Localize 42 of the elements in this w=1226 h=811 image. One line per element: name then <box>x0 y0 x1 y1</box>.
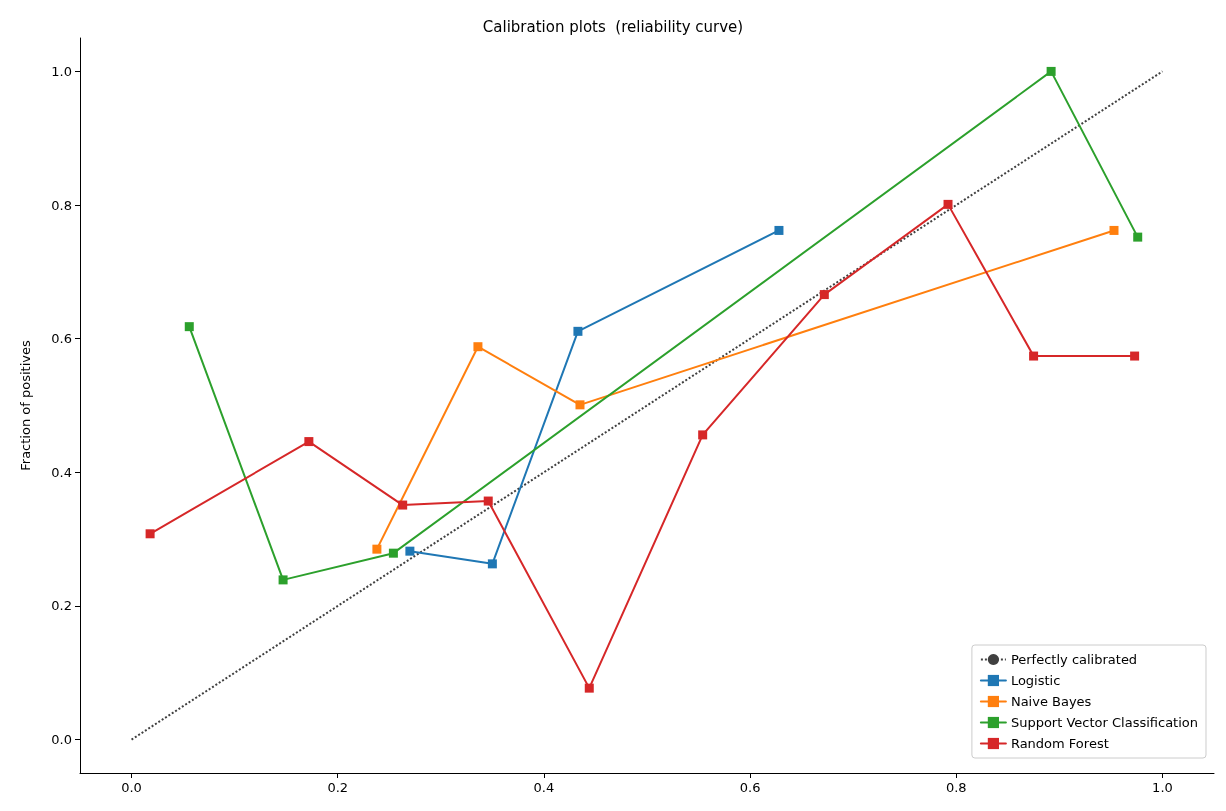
y-tick-label: 0.6 <box>51 331 72 347</box>
y-axis-title: Fraction of positives <box>18 340 33 471</box>
point <box>1130 351 1140 361</box>
point <box>573 326 583 336</box>
legend-label: Naive Bayes <box>1010 694 1092 709</box>
y-tick-label: 0.4 <box>51 464 72 480</box>
point <box>398 500 408 510</box>
chart-title: Calibration plots (reliability curve) <box>482 17 744 36</box>
point <box>1029 351 1039 361</box>
point <box>473 342 483 352</box>
x-tick-label: 0.8 <box>945 780 967 795</box>
y-tick-label: 0.0 <box>51 732 72 748</box>
x-tick-label: 0.2 <box>327 780 349 795</box>
point <box>278 575 288 585</box>
point <box>698 430 708 440</box>
legend-label: Random Forest <box>1010 736 1109 751</box>
y-tick-label: 0.8 <box>51 197 72 213</box>
point <box>145 529 155 539</box>
y-tick-label: 1.0 <box>51 63 72 79</box>
point <box>575 400 585 410</box>
point <box>405 546 415 556</box>
point <box>1109 225 1119 235</box>
x-tick-label: 0.4 <box>533 780 555 795</box>
point <box>1046 66 1056 76</box>
legend-label: Support Vector Classification <box>1010 715 1199 730</box>
legend-label: Logistic <box>1010 673 1061 688</box>
point <box>943 199 953 209</box>
point <box>483 496 493 506</box>
point <box>388 548 398 558</box>
x-tick-label: 0.0 <box>121 780 142 795</box>
point <box>372 544 382 554</box>
legend-label: Perfectly calibrated <box>1010 652 1138 667</box>
point <box>1133 232 1143 242</box>
point <box>819 290 829 300</box>
y-tick-label: 0.2 <box>51 598 72 614</box>
point <box>584 683 594 693</box>
point <box>487 559 497 569</box>
point <box>184 322 194 332</box>
x-tick-label: 0.6 <box>739 780 761 795</box>
x-tick-label: 1.0 <box>1152 780 1173 795</box>
point <box>774 225 784 235</box>
point <box>304 437 314 447</box>
